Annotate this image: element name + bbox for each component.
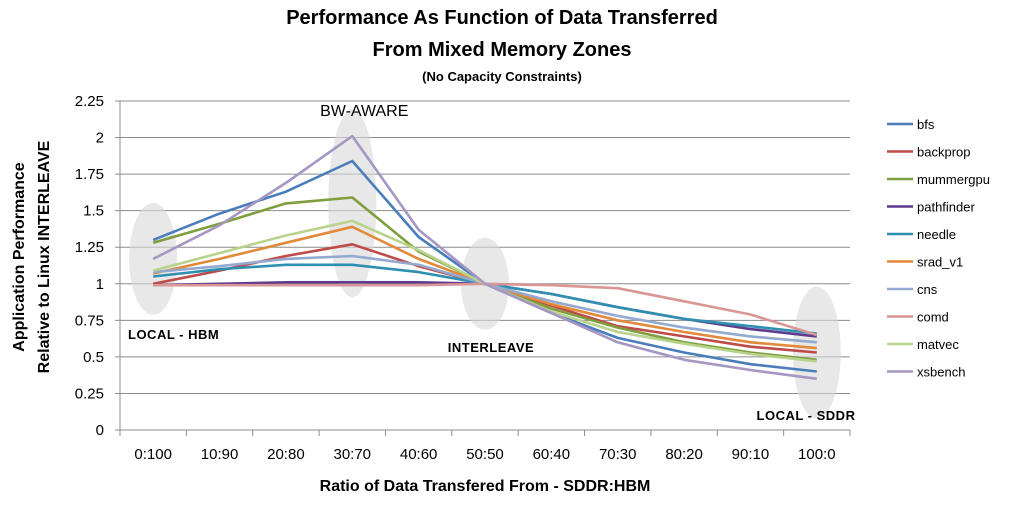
legend: bfs backprop mummergpu pathfinder needle srad… xyxy=(887,117,990,380)
legend-label-cns: cns xyxy=(917,282,938,297)
y-tick-label: 0.5 xyxy=(83,349,104,366)
x-tick-label: 40:60 xyxy=(400,446,438,463)
highlight-ellipse xyxy=(328,109,377,298)
x-tick-label: 20:80 xyxy=(267,446,305,463)
legend-label-bfs: bfs xyxy=(917,117,935,132)
y-tick-label: 1 xyxy=(96,276,104,293)
y-tick-label: 1.5 xyxy=(83,203,104,220)
chart-subtitle: (No Capacity Constraints) xyxy=(422,69,582,84)
legend-label-comd: comd xyxy=(917,310,949,325)
x-tick-label: 0:100 xyxy=(134,446,172,463)
legend-label-matvec: matvec xyxy=(917,337,959,352)
legend-label-mummergpu: mummergpu xyxy=(917,172,990,187)
x-tick-label: 80:20 xyxy=(665,446,703,463)
x-tick-label: 30:70 xyxy=(333,446,371,463)
y-tick-label: 1.25 xyxy=(75,239,104,256)
chart-title-line2: From Mixed Memory Zones xyxy=(373,39,632,61)
y-tick-label: 0 xyxy=(96,422,104,439)
x-tick-label: 90:10 xyxy=(732,446,770,463)
series-lines xyxy=(152,134,818,381)
x-tick-label: 60:40 xyxy=(533,446,571,463)
x-tick-label: 10:90 xyxy=(201,446,239,463)
annotation-label: INTERLEAVE xyxy=(448,340,534,355)
y-axis-label-line2: Relative to Linux INTERLEAVE xyxy=(36,140,53,373)
legend-label-srad_v1: srad_v1 xyxy=(917,255,963,270)
series-line-xsbench xyxy=(152,134,817,381)
y-tick-label: 2 xyxy=(96,130,104,147)
annotation-label: LOCAL - HBM xyxy=(128,327,219,342)
legend-label-backprop: backprop xyxy=(917,145,970,160)
x-tick-label: 70:30 xyxy=(599,446,637,463)
y-tick-label: 1.75 xyxy=(75,166,104,183)
x-tick-label: 100:0 xyxy=(798,446,836,463)
legend-label-pathfinder: pathfinder xyxy=(917,200,975,215)
y-tick-label: 2.25 xyxy=(75,93,104,110)
x-tick-label: 50:50 xyxy=(466,446,504,463)
axes: 0 0.25 0.5 0.75 1 1.25 1.5 1.75 2 2.25 0:100 10:90 2… xyxy=(75,93,851,463)
annotation-label: BW-AWARE xyxy=(320,103,408,120)
annotation-label: LOCAL - SDDR xyxy=(757,408,856,423)
highlight-ellipse xyxy=(129,202,178,315)
chart-title: Performance As Function of Data Transfer… xyxy=(286,7,718,29)
y-axis-label: Application Performance xyxy=(11,162,28,351)
y-tick-label: 0.75 xyxy=(75,312,104,329)
legend-label-needle: needle xyxy=(917,227,956,242)
highlight-ellipse xyxy=(792,286,841,419)
x-axis-label: Ratio of Data Transfered From - SDDR:HBM xyxy=(320,478,651,495)
legend-label-xsbench: xsbench xyxy=(917,365,965,380)
annotations: BW-AWARE LOCAL - HBM INTERLEAVE LOCAL - SDD… xyxy=(128,103,856,423)
y-tick-label: 0.25 xyxy=(75,385,104,402)
